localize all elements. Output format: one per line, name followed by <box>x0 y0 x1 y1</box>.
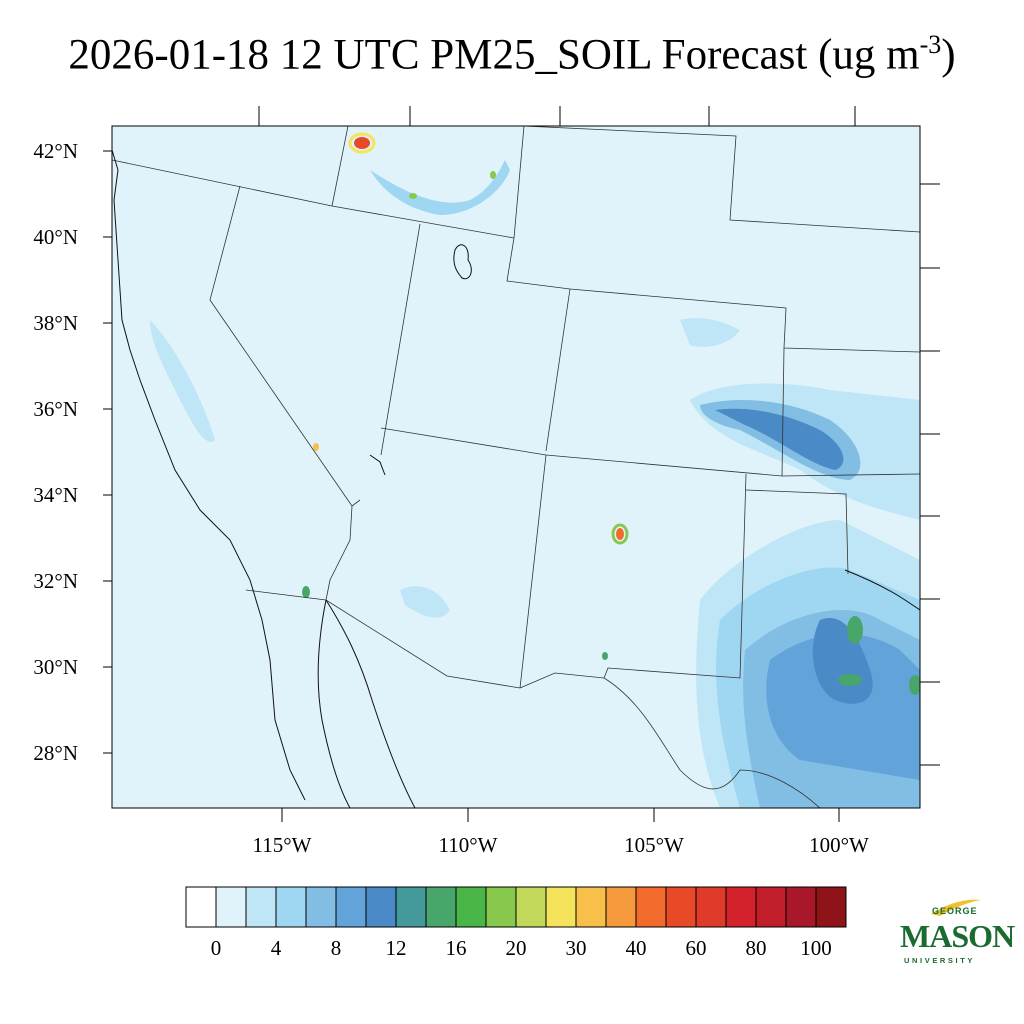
colorbar-swatch <box>335 886 367 928</box>
california-valley <box>150 320 215 442</box>
lon-label-100w: 100°W <box>809 833 869 857</box>
colorbar-swatch <box>215 886 247 928</box>
lat-label-36: 36°N <box>33 397 78 421</box>
colorbar-swatch <box>245 886 277 928</box>
logo-university: UNIVERSITY <box>904 956 976 965</box>
colorbar-swatch <box>545 886 577 928</box>
colorbar-label-16: 16 <box>445 936 467 960</box>
logo-george: GEORGE <box>932 906 978 916</box>
colorbar-swatch <box>425 886 457 928</box>
arizona-hotspot <box>302 586 310 598</box>
texas-plume-core <box>766 633 920 780</box>
wyoming-hotspot <box>490 171 496 179</box>
colorado-feature <box>680 318 740 347</box>
colorbar-label-60: 60 <box>685 936 707 960</box>
colorbar-swatch <box>575 886 607 928</box>
texas-hotspot-3 <box>909 675 920 695</box>
idaho-hotspot-ring <box>348 132 376 154</box>
nm-hotspot-ring <box>611 523 629 545</box>
axis-ticks <box>103 106 940 822</box>
title-superscript: -3 <box>919 30 942 59</box>
colorbar <box>185 886 847 928</box>
colorbar-swatch <box>485 886 517 928</box>
colorbar-swatch <box>365 886 397 928</box>
lon-label-115w: 115°W <box>252 833 312 857</box>
nm-hotspot-2 <box>602 652 608 660</box>
colorbar-swatch <box>605 886 637 928</box>
forecast-title: 2026-01-18 12 UTC PM25_SOIL Forecast (ug… <box>0 30 1024 79</box>
colorbar-swatch <box>665 886 697 928</box>
nevada-hotspot <box>313 443 319 451</box>
lon-label-105w: 105°W <box>624 833 684 857</box>
plains-plume-dark <box>715 408 844 470</box>
new-mexico-feature <box>400 586 450 618</box>
texas-hotspot-2 <box>838 674 862 686</box>
lat-label-42: 42°N <box>33 139 78 163</box>
gmu-logo: GEORGE MASON UNIVERSITY <box>898 896 1015 976</box>
colorbar-label-20: 20 <box>505 936 527 960</box>
idaho-hotspot <box>354 137 370 149</box>
colorbar-swatch <box>755 886 787 928</box>
colorbar-swatch <box>275 886 307 928</box>
lat-label-32: 32°N <box>33 569 78 593</box>
colorbar-label-4: 4 <box>270 936 282 960</box>
colorbar-label-100: 100 <box>800 936 832 960</box>
title-text: 2026-01-18 12 UTC PM25_SOIL Forecast (ug… <box>68 31 920 79</box>
colorbar-swatch <box>695 886 727 928</box>
lat-label-30: 30°N <box>33 655 78 679</box>
logo-mason: MASON <box>900 918 1015 954</box>
colorbar-label-40: 40 <box>625 936 647 960</box>
lat-label-40: 40°N <box>33 225 78 249</box>
state-boundaries <box>112 126 920 808</box>
coastlines <box>112 149 920 808</box>
colorbar-swatch <box>725 886 757 928</box>
colorbar-swatch <box>455 886 487 928</box>
map-frame <box>111 125 921 809</box>
logo-swoosh-icon <box>931 899 981 916</box>
lat-label-34: 34°N <box>33 483 78 507</box>
snake-river-plain <box>370 160 510 215</box>
colorbar-swatch <box>305 886 337 928</box>
pm25-contours <box>150 132 920 808</box>
colorbar-label-30: 30 <box>565 936 587 960</box>
lat-label-38: 38°N <box>33 311 78 335</box>
colorbar-swatch <box>635 886 667 928</box>
colorbar-label-12: 12 <box>385 936 407 960</box>
colorbar-swatch <box>515 886 547 928</box>
colorbar-swatch <box>395 886 427 928</box>
colorbar-label-0: 0 <box>210 936 222 960</box>
utah-hotspot <box>409 193 417 199</box>
colorbar-swatch <box>815 886 847 928</box>
texas-hotspot-1 <box>847 616 863 644</box>
lat-label-28: 28°N <box>33 741 78 765</box>
colorbar-swatch <box>785 886 817 928</box>
nm-hotspot <box>616 528 624 540</box>
colorbar-swatch <box>185 886 217 928</box>
colorbar-label-80: 80 <box>745 936 767 960</box>
title-suffix: ) <box>941 31 956 79</box>
lon-label-110w: 110°W <box>438 833 498 857</box>
colorbar-label-8: 8 <box>330 936 342 960</box>
